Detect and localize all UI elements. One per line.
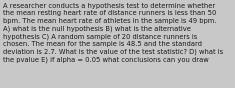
Text: A researcher conducts a hypothesis test to determine whether
the mean resting he: A researcher conducts a hypothesis test … — [3, 3, 223, 63]
